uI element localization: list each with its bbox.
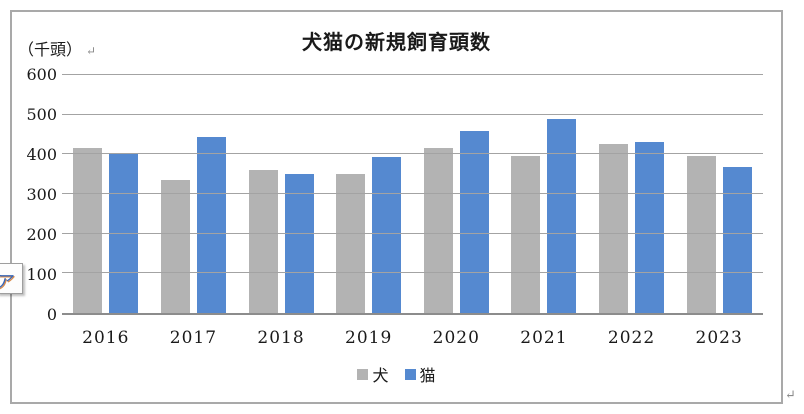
bar-group-2021: [500, 75, 588, 313]
chart-title: 犬猫の新規飼育頭数: [302, 30, 491, 54]
bar-series0-2020[interactable]: [423, 148, 453, 313]
y-axis-units-label: （千頭）: [18, 40, 83, 59]
legend-label: 犬: [372, 366, 389, 385]
gridline-600: [62, 74, 763, 75]
bar-group-2018: [237, 75, 325, 313]
bar-group-2016: [62, 75, 150, 313]
bar-series0-2021[interactable]: [511, 155, 541, 313]
bar-series1-2019[interactable]: [372, 156, 402, 313]
y-tick-label-200: 200: [26, 225, 57, 245]
bar-series1-2018[interactable]: [284, 174, 314, 313]
y-tick-label-500: 500: [26, 105, 57, 124]
bar-group-2019: [325, 75, 413, 313]
y-tick-label-0: 0: [46, 305, 57, 324]
gridline-100: [62, 272, 763, 274]
bar-group-2020: [413, 75, 501, 313]
x-tick-label-2019: 2019: [345, 328, 393, 348]
x-tick-label-2017: 2017: [169, 328, 218, 348]
bar-group-2023: [675, 75, 763, 313]
bar-series1-2017[interactable]: [196, 137, 226, 313]
paragraph-mark-icon: ↵: [785, 388, 796, 403]
bar-series0-2018[interactable]: [248, 170, 278, 313]
x-tick-label-2023: 2023: [695, 328, 743, 348]
bar-group-2022: [588, 75, 676, 313]
ime-katakana-icon: ア: [0, 268, 12, 293]
y-axis-labels: 0 100 200 300 400 500 600: [12, 66, 57, 324]
bar-group-2017: [150, 75, 238, 313]
gridline-500: [62, 113, 763, 115]
gridline-400: [62, 153, 763, 155]
gridline-300: [62, 193, 763, 194]
bar-series1-2022[interactable]: [635, 141, 665, 313]
ime-mode-indicator[interactable]: ア: [0, 263, 23, 294]
x-tick-label-2020: 2020: [432, 328, 480, 348]
gridline-200: [62, 232, 763, 234]
bar-series0-2023[interactable]: [686, 155, 716, 313]
chart-legend: 犬猫: [12, 362, 781, 386]
y-tick-label-300: 300: [26, 185, 57, 204]
y-tick-label-600: 600: [26, 65, 57, 84]
x-tick-label-2022: 2022: [607, 328, 656, 348]
bar-series0-2017[interactable]: [160, 180, 190, 313]
legend-item-0[interactable]: 犬: [357, 362, 389, 386]
bar-series0-2019[interactable]: [336, 174, 366, 313]
bar-series1-2021[interactable]: [547, 119, 577, 313]
bars-row: [62, 75, 763, 313]
x-axis-labels: 2016 2017 2018 2019 2020 2021 2022 2023: [62, 328, 763, 348]
y-tick-label-100: 100: [26, 265, 57, 285]
paragraph-mark-icon: ↵: [86, 44, 97, 58]
bar-series0-2022[interactable]: [599, 144, 629, 313]
bar-series1-2023[interactable]: [722, 166, 752, 313]
y-axis-units: （千頭） ↵: [18, 36, 96, 60]
y-tick-label-400: 400: [26, 145, 57, 165]
legend-item-1[interactable]: 猫: [404, 362, 436, 386]
bar-series1-2020[interactable]: [459, 130, 489, 313]
legend-swatch-icon: [357, 368, 369, 380]
legend-label: 猫: [419, 366, 436, 385]
x-tick-label-2016: 2016: [82, 328, 130, 348]
legend-swatch-icon: [404, 368, 416, 380]
chart-frame[interactable]: （千頭） ↵ 犬猫の新規飼育頭数 0 100 200 300 400 500 600 2016…: [10, 10, 783, 404]
x-tick-label-2021: 2021: [520, 328, 568, 348]
plot-area: [62, 74, 763, 315]
bar-series0-2016[interactable]: [73, 148, 103, 313]
x-tick-label-2018: 2018: [257, 328, 305, 348]
